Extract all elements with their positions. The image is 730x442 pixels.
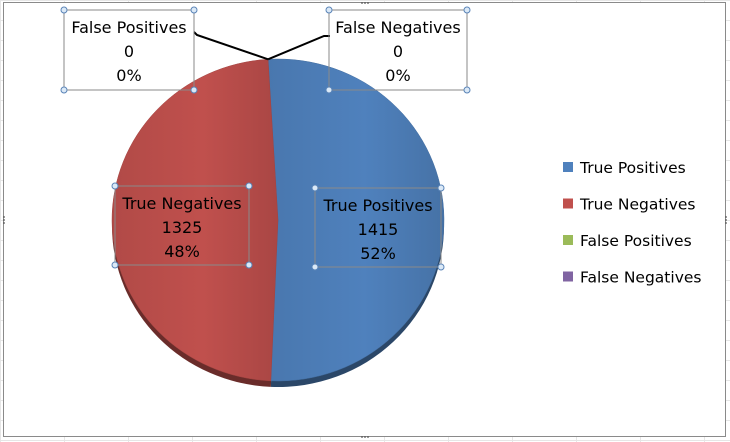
data-label-name: False Positives [71, 18, 186, 37]
data-label-name: True Negatives [121, 194, 241, 213]
legend-swatch [563, 162, 573, 172]
chart-resize-handle[interactable] [3, 216, 5, 224]
data-label-box [314, 187, 442, 268]
legend-label: True Negatives [579, 196, 696, 214]
legend-item-true-positives[interactable]: True Positives [563, 159, 686, 177]
resize-handle[interactable] [463, 6, 471, 14]
legend-item-true-negatives[interactable]: True Negatives [563, 196, 696, 214]
data-label-percent: 52% [360, 244, 396, 263]
data-label-box [328, 9, 468, 91]
data-label-value: 0 [393, 42, 403, 61]
legend-item-false-positives[interactable]: False Positives [563, 232, 692, 250]
data-label-name: True Positives [322, 196, 432, 215]
data-label-value: 1325 [162, 218, 203, 237]
data-label-percent: 0% [116, 66, 141, 85]
resize-handle[interactable] [437, 184, 445, 192]
data-label-false-negatives[interactable]: False Negatives 0 0% [325, 6, 471, 94]
legend-swatch [563, 198, 573, 209]
chart-resize-handle[interactable] [361, 2, 369, 4]
data-label-value: 0 [124, 42, 134, 61]
data-label-true-positives[interactable]: True Positives 1415 52% [311, 184, 445, 271]
leader-line-false-negatives [267, 35, 330, 61]
legend[interactable]: True Positives True Negatives False Positi… [563, 159, 701, 287]
leader-line-false-positives [193, 31, 269, 61]
resize-handle[interactable] [325, 86, 333, 94]
legend-swatch [563, 271, 573, 282]
data-label-box [63, 9, 195, 91]
legend-label: True Positives [579, 159, 686, 177]
resize-handle[interactable] [437, 263, 445, 271]
resize-handle[interactable] [111, 182, 119, 190]
resize-handle[interactable] [60, 6, 68, 14]
data-label-value: 1415 [358, 220, 399, 239]
legend-item-false-negatives[interactable]: False Negatives [563, 269, 701, 287]
resize-handle[interactable] [325, 6, 333, 14]
data-label-name: False Negatives [335, 18, 460, 37]
chart-resize-handle[interactable] [361, 436, 369, 438]
resize-handle[interactable] [463, 86, 471, 94]
data-label-percent: 48% [164, 242, 200, 261]
resize-handle[interactable] [190, 86, 198, 94]
data-label-true-negatives[interactable]: True Negatives 1325 48% [111, 182, 253, 269]
chart-resize-handle[interactable] [725, 216, 727, 224]
resize-handle[interactable] [311, 184, 319, 192]
legend-swatch [563, 235, 573, 245]
data-label-box [114, 185, 250, 266]
pie-slice-true-positives[interactable] [267, 58, 445, 382]
data-label-percent: 0% [385, 66, 410, 85]
legend-label: False Negatives [580, 269, 701, 287]
resize-handle[interactable] [245, 182, 253, 190]
resize-handle[interactable] [311, 263, 319, 271]
resize-handle[interactable] [111, 261, 119, 269]
resize-handle[interactable] [60, 86, 68, 94]
legend-label: False Positives [580, 232, 692, 250]
data-label-false-positives[interactable]: False Positives 0 0% [60, 6, 198, 94]
resize-handle[interactable] [190, 6, 198, 14]
resize-handle[interactable] [245, 261, 253, 269]
pie-slice-true-negatives[interactable] [111, 59, 279, 382]
